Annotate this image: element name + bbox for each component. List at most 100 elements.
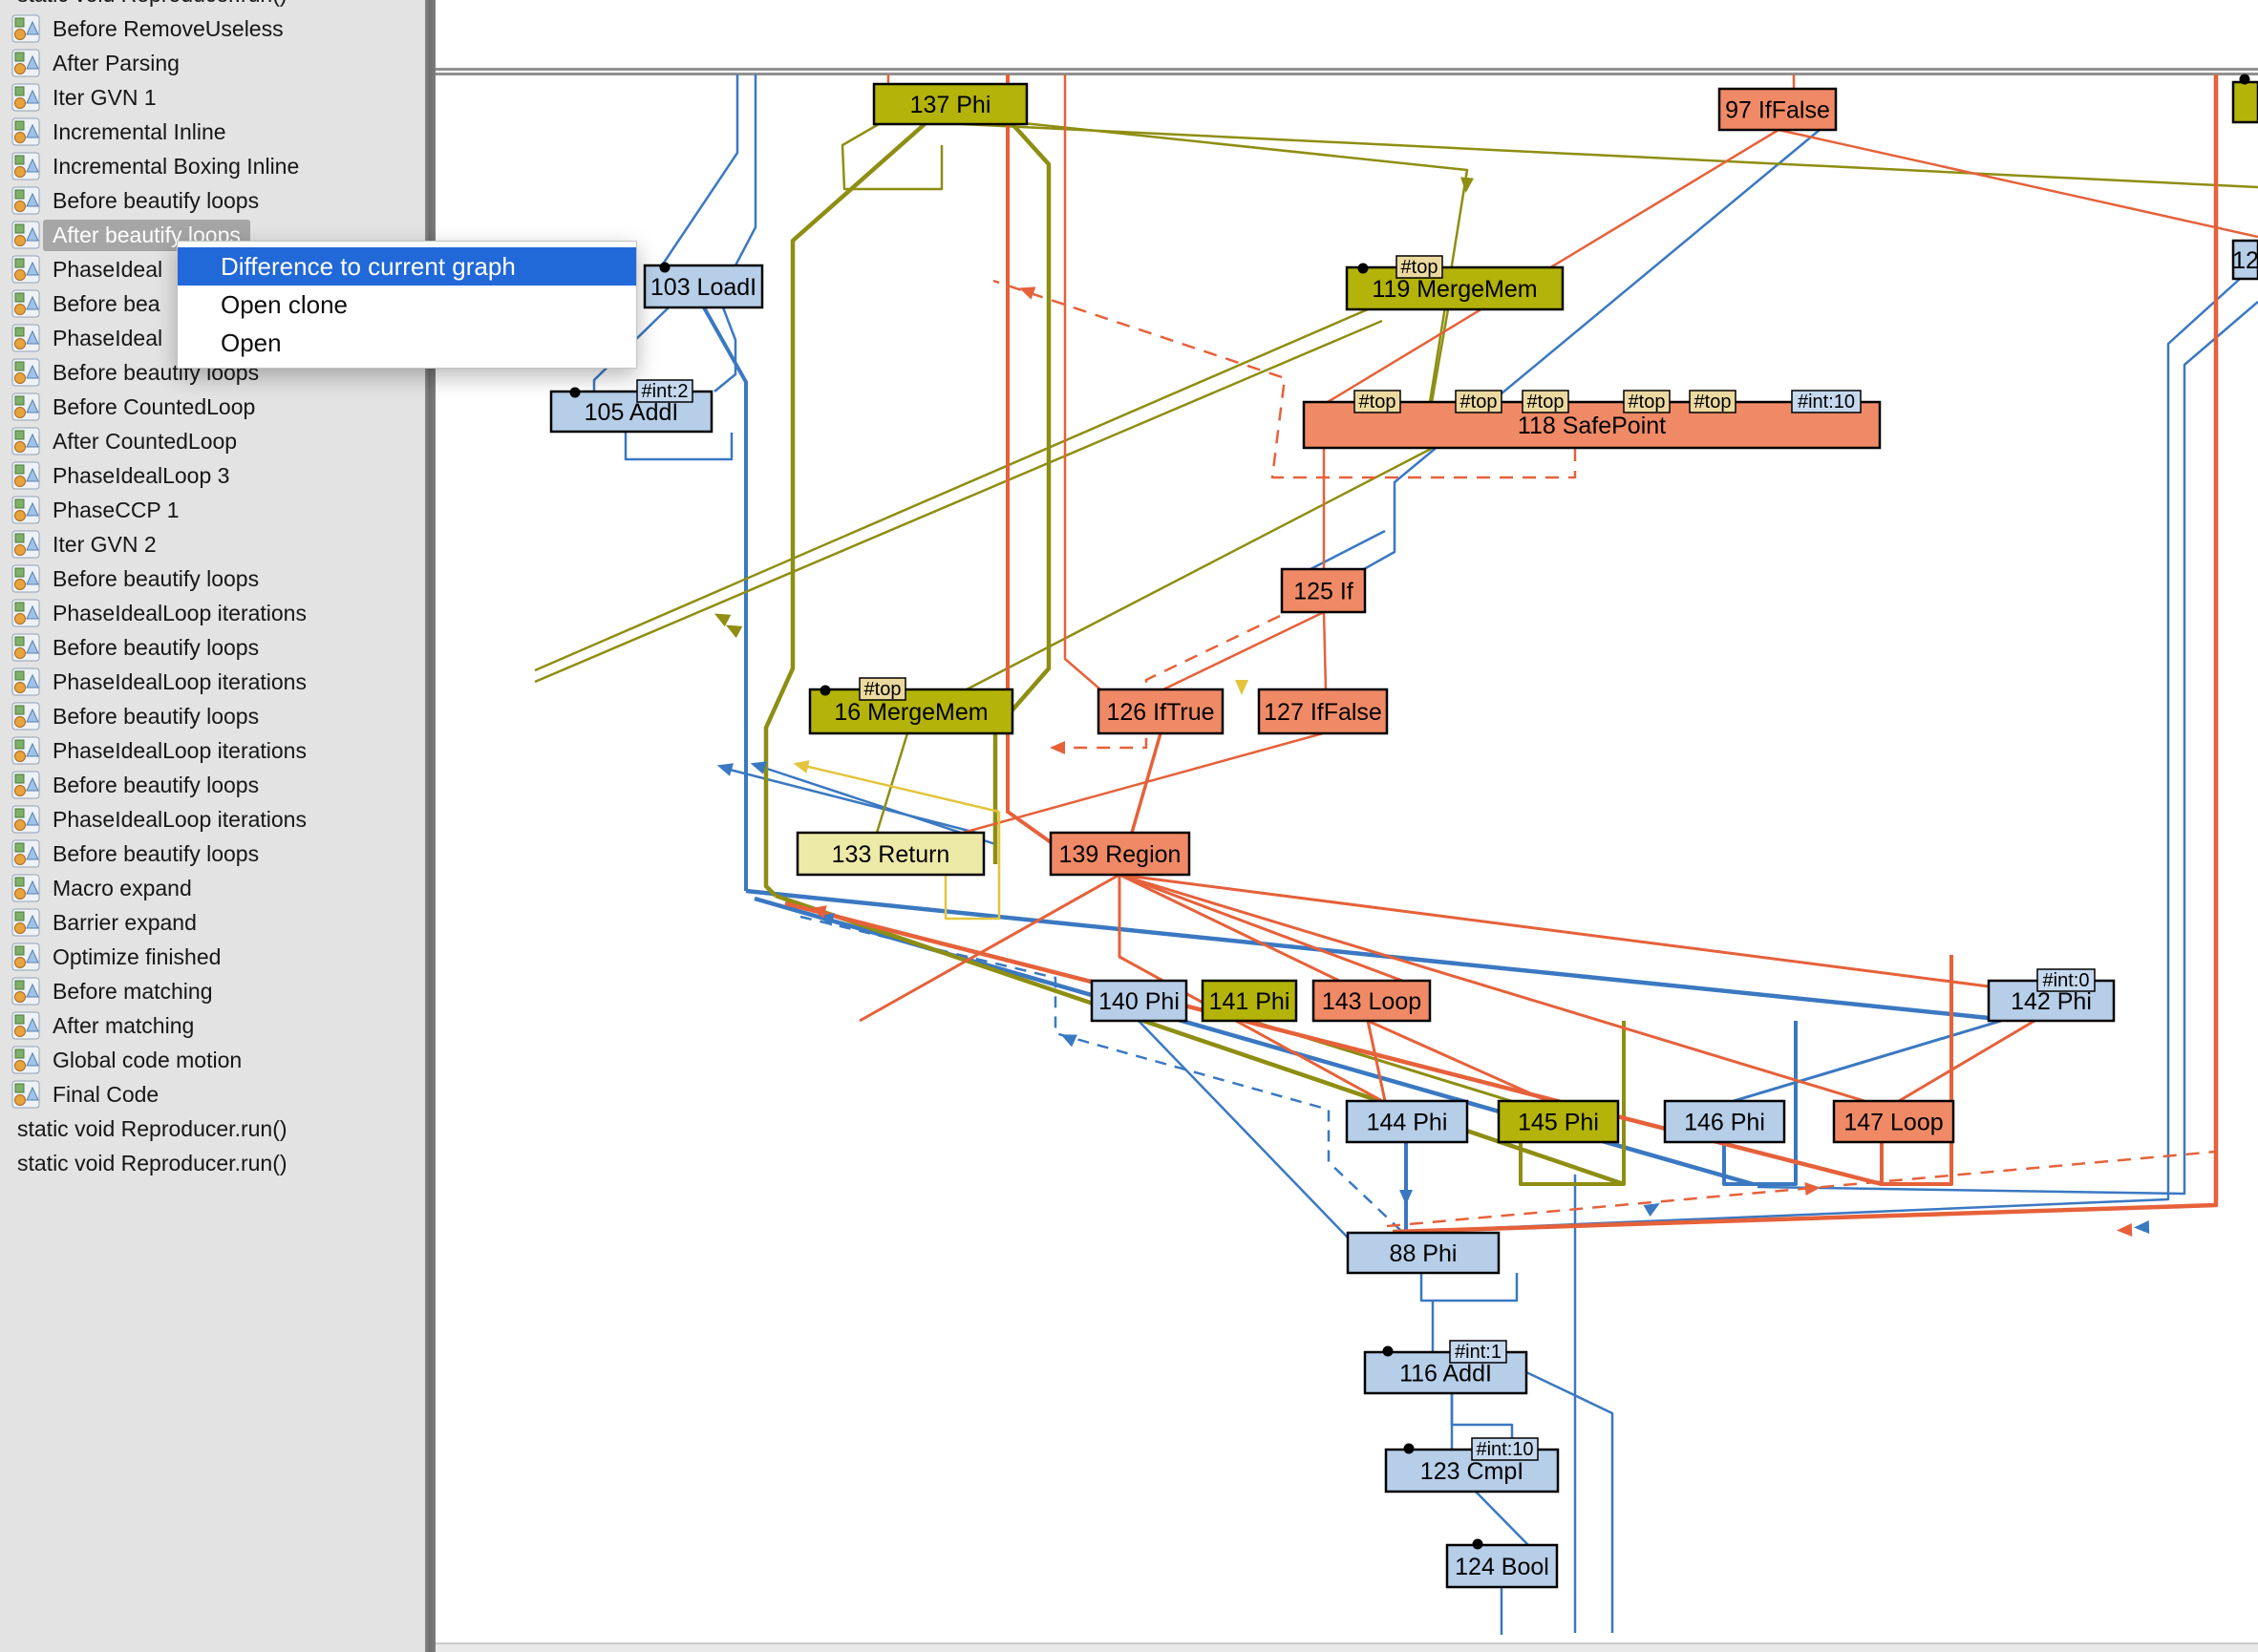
node-box[interactable] (1717, 87, 1838, 132)
node-144[interactable]: 144 Phi (1345, 1099, 1469, 1144)
node-145[interactable]: 145 Phi (1497, 1099, 1620, 1144)
node-box[interactable] (1663, 1099, 1786, 1144)
node-cut-olive[interactable] (2231, 74, 2258, 124)
node-139[interactable]: 139 Region (1049, 831, 1191, 877)
sidebar-item-incremental-boxing-inline-5[interactable]: Incremental Boxing Inline (0, 149, 425, 183)
sidebar-item-static-void-reproducer-run-0[interactable]: static void Reproducer.run() (0, 0, 425, 11)
sidebar-item-optimize-finished-28[interactable]: Optimize finished (0, 940, 425, 974)
node-103[interactable]: 103 LoadI (643, 262, 764, 309)
sidebar-item-static-void-reproducer-run-34[interactable]: static void Reproducer.run() (0, 1146, 425, 1180)
node-140[interactable]: 140 Phi (1090, 979, 1188, 1023)
sidebar-item-static-void-reproducer-run-33[interactable]: static void Reproducer.run() (0, 1112, 425, 1146)
sidebar-item-label: PhaseIdeal (53, 325, 163, 350)
node-116[interactable]: 116 AddI#int:1 (1363, 1340, 1528, 1395)
sidebar-item-label: Before RemoveUseless (53, 15, 284, 41)
node-cut-12[interactable]: 12 (2231, 239, 2258, 281)
node-box[interactable] (1445, 1543, 1559, 1589)
arrowhead-red (1018, 286, 1036, 300)
node-97[interactable]: 97 IfFalse (1717, 87, 1838, 132)
node-126[interactable]: 126 IfTrue (1097, 688, 1225, 735)
node-141[interactable]: 141 Phi (1201, 979, 1298, 1023)
sidebar-item-before-beautify-loops-25[interactable]: Before beautify loops (0, 837, 425, 871)
sidebar-item-global-code-motion-31[interactable]: Global code motion (0, 1043, 425, 1077)
sidebar-item-before-beautify-loops-19[interactable]: Before beautify loops (0, 630, 425, 665)
node-box[interactable] (1201, 979, 1298, 1023)
sidebar-item-phaseidealloop-iterations-18[interactable]: PhaseIdealLoop iterations (0, 596, 425, 630)
sidebar-item-phaseidealloop-iterations-24[interactable]: PhaseIdealLoop iterations (0, 802, 425, 837)
sidebar-item-phaseideal-8[interactable]: PhaseIdeal (0, 252, 425, 286)
sidebar-item-label: Global code motion (53, 1047, 243, 1072)
node-105[interactable]: 105 AddI#int:2 (549, 379, 714, 434)
node-143[interactable]: 143 Loop (1311, 979, 1432, 1023)
node-88[interactable]: 88 Phi (1346, 1231, 1501, 1275)
menu-item-open-clone[interactable]: Open clone (221, 290, 348, 319)
graph-canvas[interactable]: 137 Phi 97 IfFalse 103 LoadI 119 MergeMem #t… (436, 0, 2258, 1652)
node-box[interactable] (1345, 265, 1565, 311)
input-port-dot (569, 387, 581, 398)
sidebar-item-phaseidealloop-iterations-22[interactable]: PhaseIdealLoop iterations (0, 733, 425, 768)
sidebar-item-before-countedloop-12[interactable]: Before CountedLoop (0, 390, 425, 424)
sidebar-item-before-bea-9[interactable]: Before bea (0, 286, 425, 321)
node-127[interactable]: 127 IfFalse (1257, 688, 1389, 735)
sidebar-item-before-removeuseless-1[interactable]: Before RemoveUseless (0, 11, 425, 46)
sidebar-item-after-parsing-2[interactable]: After Parsing (0, 46, 425, 80)
sidebar-item-phaseccp-1-15[interactable]: PhaseCCP 1 (0, 493, 425, 527)
sidebar-item-before-beautify-loops-6[interactable]: Before beautify loops (0, 183, 425, 218)
graph-phase-icon (11, 255, 40, 284)
node-125[interactable]: 125 If (1280, 567, 1367, 614)
graph-phase-icon (11, 942, 40, 971)
sidebar-item-final-code-32[interactable]: Final Code (0, 1077, 425, 1112)
node-124[interactable]: 124 Bool (1445, 1538, 1559, 1589)
sidebar-item-label: After matching (53, 1012, 195, 1038)
sidebar-item-phaseideal-10[interactable]: PhaseIdeal (0, 321, 425, 355)
sidebar-item-before-beautify-loops-17[interactable]: Before beautify loops (0, 561, 425, 596)
edge-red (992, 279, 1577, 479)
node-box[interactable] (1097, 688, 1225, 735)
node-box[interactable] (808, 688, 1014, 735)
sidebar-item-iter-gvn-1-3[interactable]: Iter GVN 1 (0, 80, 425, 115)
node-tag-top (1522, 390, 1569, 413)
node-box[interactable] (1345, 1099, 1469, 1144)
node-146[interactable]: 146 Phi (1663, 1099, 1786, 1144)
sidebar-item-before-beautify-loops-21[interactable]: Before beautify loops (0, 699, 425, 733)
sidebar-item-barrier-expand-27[interactable]: Barrier expand (0, 905, 425, 940)
node-box[interactable] (1346, 1231, 1501, 1275)
node-box[interactable] (2231, 80, 2258, 124)
node-box[interactable] (1280, 567, 1367, 614)
node-118[interactable]: 118 SafePoint#top #top #top #top #top #int:10 (1302, 390, 1882, 450)
node-box[interactable] (1090, 979, 1188, 1023)
node-box[interactable] (796, 831, 986, 877)
graph-phase-icon (11, 702, 40, 731)
edge-olive (534, 307, 1369, 672)
node-box[interactable] (1257, 688, 1389, 735)
node-box[interactable] (1497, 1099, 1620, 1144)
node-119[interactable]: 119 MergeMem#top (1345, 255, 1565, 311)
graph-phase-icon (11, 564, 40, 593)
sidebar-item-phaseidealloop-3-14[interactable]: PhaseIdealLoop 3 (0, 458, 425, 493)
node-137[interactable]: 137 Phi (872, 82, 1029, 126)
node-box[interactable] (1311, 979, 1432, 1023)
sidebar-item-macro-expand-26[interactable]: Macro expand (0, 871, 425, 905)
sidebar-splitter[interactable] (425, 0, 436, 1652)
node-133[interactable]: 133 Return (796, 831, 986, 877)
sidebar-item-phaseidealloop-iterations-20[interactable]: PhaseIdealLoop iterations (0, 665, 425, 699)
graph-phase-icon (11, 839, 40, 868)
sidebar-item-label: Final Code (53, 1081, 160, 1107)
node-box[interactable] (2231, 239, 2258, 281)
menu-item-open[interactable]: Open (221, 328, 282, 357)
sidebar-item-label: Before CountedLoop (53, 393, 256, 419)
sidebar-item-before-beautify-loops-23[interactable]: Before beautify loops (0, 768, 425, 802)
sidebar-item-incremental-inline-4[interactable]: Incremental Inline (0, 115, 425, 149)
node-147[interactable]: 147 Loop (1832, 1099, 1955, 1144)
node-box[interactable] (872, 82, 1029, 126)
sidebar-item-before-matching-29[interactable]: Before matching (0, 974, 425, 1008)
node-box[interactable] (1049, 831, 1191, 877)
sidebar-item-after-countedloop-13[interactable]: After CountedLoop (0, 424, 425, 458)
sidebar-item-after-matching-30[interactable]: After matching (0, 1008, 425, 1043)
node-16[interactable]: 16 MergeMem#top (808, 677, 1014, 735)
node-123[interactable]: 123 CmpI#int:10 (1384, 1437, 1560, 1493)
node-box[interactable] (1832, 1099, 1955, 1144)
node-142[interactable]: 142 Phi#int:0 (1987, 968, 2116, 1023)
menu-item-difference-to-current-graph[interactable]: Difference to current graph (178, 247, 636, 286)
sidebar-item-iter-gvn-2-16[interactable]: Iter GVN 2 (0, 527, 425, 561)
